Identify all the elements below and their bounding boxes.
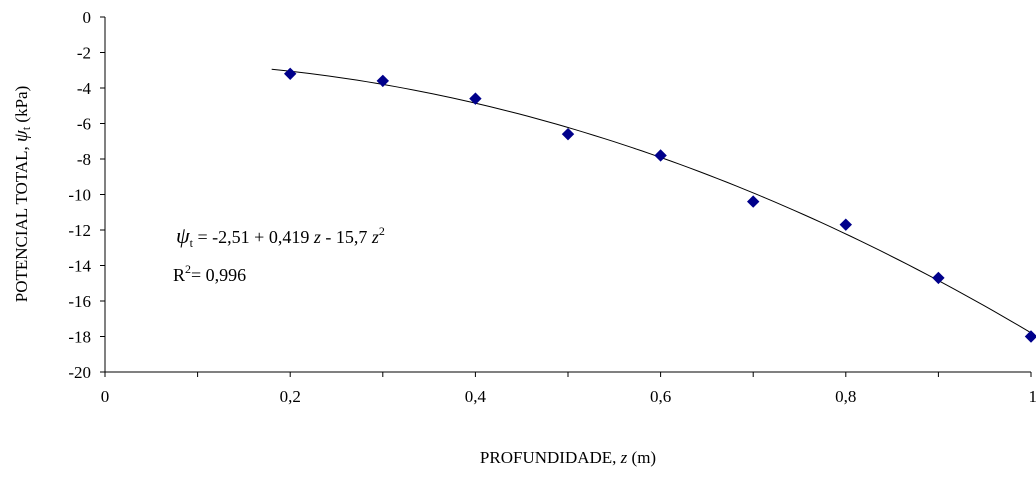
data-point bbox=[283, 67, 297, 81]
x-tick-label: 0,8 bbox=[835, 387, 856, 406]
equation-label: ψt = -2,51 + 0,419 z - 15,7 z2 bbox=[176, 223, 385, 250]
data-point bbox=[654, 149, 667, 162]
trendline bbox=[271, 68, 1032, 334]
y-tick-label: -12 bbox=[68, 221, 91, 240]
y-tick-label: -16 bbox=[68, 292, 91, 311]
data-points bbox=[283, 67, 1036, 343]
equation-mid: - 15,7 bbox=[321, 227, 372, 247]
equation-sub: t bbox=[190, 236, 194, 250]
data-point bbox=[1024, 330, 1036, 343]
y-axis-title-var: ψ bbox=[11, 129, 32, 142]
r-squared-label: R2= 0,996 bbox=[173, 262, 246, 285]
y-axis-title-unit: (kPa) bbox=[12, 86, 31, 127]
x-tick-label: 0,2 bbox=[280, 387, 301, 406]
x-tick-label: 0 bbox=[101, 387, 110, 406]
data-point bbox=[839, 218, 853, 231]
x-tick-label: 0,4 bbox=[465, 387, 487, 406]
y-tick-label: -10 bbox=[68, 186, 91, 205]
data-point bbox=[469, 92, 482, 105]
x-axis-title-prefix: PROFUNDIDADE, bbox=[480, 448, 621, 467]
y-tick-label: -18 bbox=[68, 328, 91, 347]
y-tick-label: -6 bbox=[77, 115, 91, 134]
equation-exp: 2 bbox=[379, 224, 385, 238]
r-squared-value: = 0,996 bbox=[191, 265, 246, 285]
y-tick-label: -8 bbox=[77, 150, 91, 169]
y-tick-labels: 0 -2 -4 -6 -8 -10 -12 -14 -16 -18 -20 bbox=[68, 8, 91, 382]
equation-z2: z bbox=[371, 227, 379, 247]
r-squared-base: R bbox=[173, 265, 185, 285]
y-axis-title: POTENCIAL TOTAL, ψt (kPa) bbox=[11, 86, 33, 303]
x-tick-labels: 0 0,2 0,4 0,6 0,8 1 bbox=[101, 387, 1036, 406]
y-tick-label: 0 bbox=[83, 8, 92, 27]
x-ticks bbox=[104, 372, 1032, 377]
r-squared-exp: 2 bbox=[185, 262, 191, 276]
plot-area: 0 -2 -4 -6 -8 -10 -12 -14 -16 -18 -20 0 0,2 0,4 0,6 0,… bbox=[68, 8, 1036, 406]
equation-z1: z bbox=[313, 227, 321, 247]
y-tick-label: -2 bbox=[77, 44, 91, 63]
y-tick-label: -20 bbox=[68, 363, 91, 382]
equation-var: ψ bbox=[176, 223, 190, 248]
x-tick-label: 1 bbox=[1029, 387, 1036, 406]
y-axis-title-prefix: POTENCIAL TOTAL, bbox=[12, 142, 31, 302]
data-point bbox=[746, 195, 760, 208]
data-point bbox=[561, 127, 575, 141]
equation-body: = -2,51 + 0,419 bbox=[193, 227, 314, 247]
data-point bbox=[376, 74, 390, 88]
x-axis-title-unit: (m) bbox=[627, 448, 656, 467]
y-tick-label: -14 bbox=[68, 257, 91, 276]
y-ticks bbox=[100, 16, 105, 373]
x-tick-label: 0,6 bbox=[650, 387, 671, 406]
x-axis-title: PROFUNDIDADE, z (m) bbox=[480, 448, 656, 467]
y-axis-title-sub: t bbox=[19, 126, 33, 130]
x-axis-title-var: z bbox=[620, 448, 628, 467]
y-tick-label: -4 bbox=[77, 79, 92, 98]
data-point bbox=[932, 271, 945, 285]
